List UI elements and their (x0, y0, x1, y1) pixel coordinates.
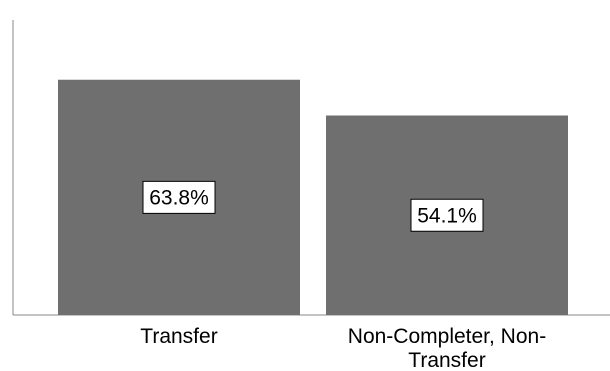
data-label-box (410, 198, 484, 232)
x-tick-label: Transfer (140, 325, 217, 348)
data-label: 54.1% (417, 204, 477, 227)
x-tick-label: Non-Completer, Non- (348, 325, 546, 348)
data-label-box (142, 180, 216, 214)
x-tick-label: Transfer (408, 349, 485, 371)
data-label: 63.8% (149, 186, 209, 209)
